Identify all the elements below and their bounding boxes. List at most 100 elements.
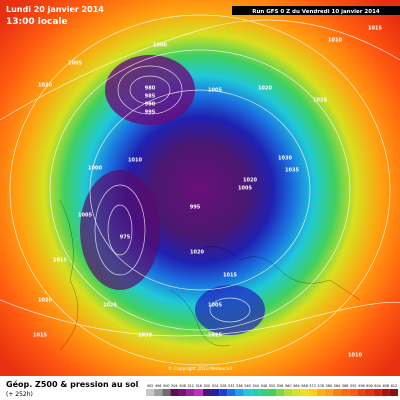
scale-swatch bbox=[170, 389, 179, 396]
isobar-label: 1020 bbox=[190, 250, 204, 256]
isobar-label: 1020 bbox=[243, 178, 257, 184]
scale-swatch bbox=[316, 389, 325, 396]
scale-label: 540 bbox=[244, 384, 250, 388]
scale-label: 576 bbox=[318, 384, 324, 388]
color-scale: 492 496 500 504 508 512 516 520 524 528 532 536 540 5… bbox=[146, 384, 398, 396]
isobar-label: 995 bbox=[145, 110, 156, 116]
scale-swatch bbox=[162, 389, 171, 396]
scale-swatch bbox=[357, 389, 366, 396]
isobar-label: 1005 bbox=[208, 303, 222, 309]
copyright: © Copyright 2013 Meteociel bbox=[168, 365, 232, 372]
isobar-label: 1035 bbox=[285, 168, 299, 174]
scale-label: 596 bbox=[358, 384, 364, 388]
isobar-label: 980 bbox=[145, 86, 156, 92]
low-pressure-area bbox=[80, 170, 160, 290]
scale-swatch bbox=[349, 389, 358, 396]
scale-label: 544 bbox=[252, 384, 258, 388]
scale-swatch bbox=[178, 389, 187, 396]
scale-label: 508 bbox=[179, 384, 185, 388]
run-banner bbox=[232, 6, 400, 15]
scale-label: 600 bbox=[366, 384, 372, 388]
scale-label: 512 bbox=[187, 384, 193, 388]
scale-swatch bbox=[243, 389, 252, 396]
scale-label: 580 bbox=[326, 384, 332, 388]
forecast-date: Lundi 20 janvier 2014 bbox=[6, 5, 104, 14]
footer-title: Géop. Z500 & pression au sol bbox=[6, 379, 139, 389]
scale-swatch bbox=[292, 389, 301, 396]
isobar-label: 975 bbox=[120, 235, 131, 241]
scale-label: 568 bbox=[301, 384, 307, 388]
isobar-label: 1005 bbox=[78, 213, 92, 219]
scale-label: 500 bbox=[163, 384, 169, 388]
scale-swatch bbox=[308, 389, 317, 396]
isobar-label: 1015 bbox=[368, 26, 382, 32]
isobar-label: 1030 bbox=[138, 333, 152, 339]
isobar-label: 1020 bbox=[258, 86, 272, 92]
scale-swatch bbox=[300, 389, 309, 396]
scale-swatch bbox=[365, 389, 374, 396]
lead-time: (+ 252h) bbox=[6, 391, 33, 398]
scale-label: 612 bbox=[391, 384, 397, 388]
scale-swatch bbox=[389, 389, 398, 396]
scale-label: 592 bbox=[350, 384, 356, 388]
scale-label: 560 bbox=[285, 384, 291, 388]
scale-label: 608 bbox=[383, 384, 389, 388]
isobar-label: 1020 bbox=[38, 298, 52, 304]
scale-swatch bbox=[284, 389, 293, 396]
isobar-label: 1025 bbox=[208, 333, 222, 339]
scale-swatch bbox=[259, 389, 268, 396]
isobar-labels: 1000 1005 1020 980 985 990 995 1005 1020 1025 1010… bbox=[33, 26, 382, 359]
isobar-label: 1000 bbox=[88, 166, 102, 172]
scale-label: 492 bbox=[147, 384, 153, 388]
scale-label: 532 bbox=[228, 384, 234, 388]
scale-swatch bbox=[276, 389, 285, 396]
isobar-label: 1020 bbox=[38, 83, 52, 89]
isobar-label: 1000 bbox=[153, 43, 167, 49]
scale-label: 604 bbox=[374, 384, 380, 388]
scale-swatch bbox=[332, 389, 342, 396]
isobar-label: 1025 bbox=[313, 98, 327, 104]
forecast-time: 13:00 locale bbox=[6, 17, 68, 27]
scale-swatch bbox=[381, 389, 390, 396]
scale-swatch bbox=[227, 389, 236, 396]
isobar-label: 1010 bbox=[128, 158, 142, 164]
isobar-label: 1010 bbox=[348, 353, 362, 359]
isobar-label: 995 bbox=[190, 205, 201, 211]
isobar-label: 1005 bbox=[68, 61, 82, 67]
isobar-label: 985 bbox=[145, 94, 156, 100]
isobar-label: 1030 bbox=[278, 156, 292, 162]
scale-label: 496 bbox=[155, 384, 161, 388]
isobar-label: 990 bbox=[145, 102, 156, 108]
scale-label: 536 bbox=[236, 384, 242, 388]
isobar-lines bbox=[0, 14, 400, 366]
scale-swatch bbox=[324, 389, 333, 396]
scale-label: 556 bbox=[277, 384, 283, 388]
scale-label: 552 bbox=[269, 384, 275, 388]
scale-swatch bbox=[267, 389, 277, 396]
isobar-label: 1015 bbox=[223, 273, 237, 279]
isobar-label: 1015 bbox=[53, 258, 67, 264]
scale-label: 520 bbox=[204, 384, 210, 388]
isobar-label: 1005 bbox=[238, 186, 252, 192]
scale-label: 588 bbox=[342, 384, 348, 388]
run-info: Run GFS 0 Z du Vendredi 10 janvier 2014 bbox=[252, 9, 380, 15]
isobar-label: 1005 bbox=[208, 88, 222, 94]
scale-swatch bbox=[235, 389, 244, 396]
scale-label: 516 bbox=[196, 384, 202, 388]
scale-label: 504 bbox=[171, 384, 177, 388]
scale-swatch bbox=[211, 389, 220, 396]
scale-swatch bbox=[202, 389, 212, 396]
isobar-label: 1015 bbox=[33, 333, 47, 339]
scale-swatch bbox=[251, 389, 260, 396]
isobar-label: 1010 bbox=[328, 38, 342, 44]
scale-label: 524 bbox=[212, 384, 218, 388]
scale-swatch bbox=[154, 389, 163, 396]
scale-label: 528 bbox=[220, 384, 226, 388]
scale-label: 548 bbox=[261, 384, 267, 388]
scale-label: 584 bbox=[334, 384, 340, 388]
scale-swatch bbox=[219, 389, 228, 396]
scale-swatch bbox=[146, 389, 155, 396]
coastlines bbox=[59, 199, 361, 351]
scale-swatch bbox=[373, 389, 382, 396]
